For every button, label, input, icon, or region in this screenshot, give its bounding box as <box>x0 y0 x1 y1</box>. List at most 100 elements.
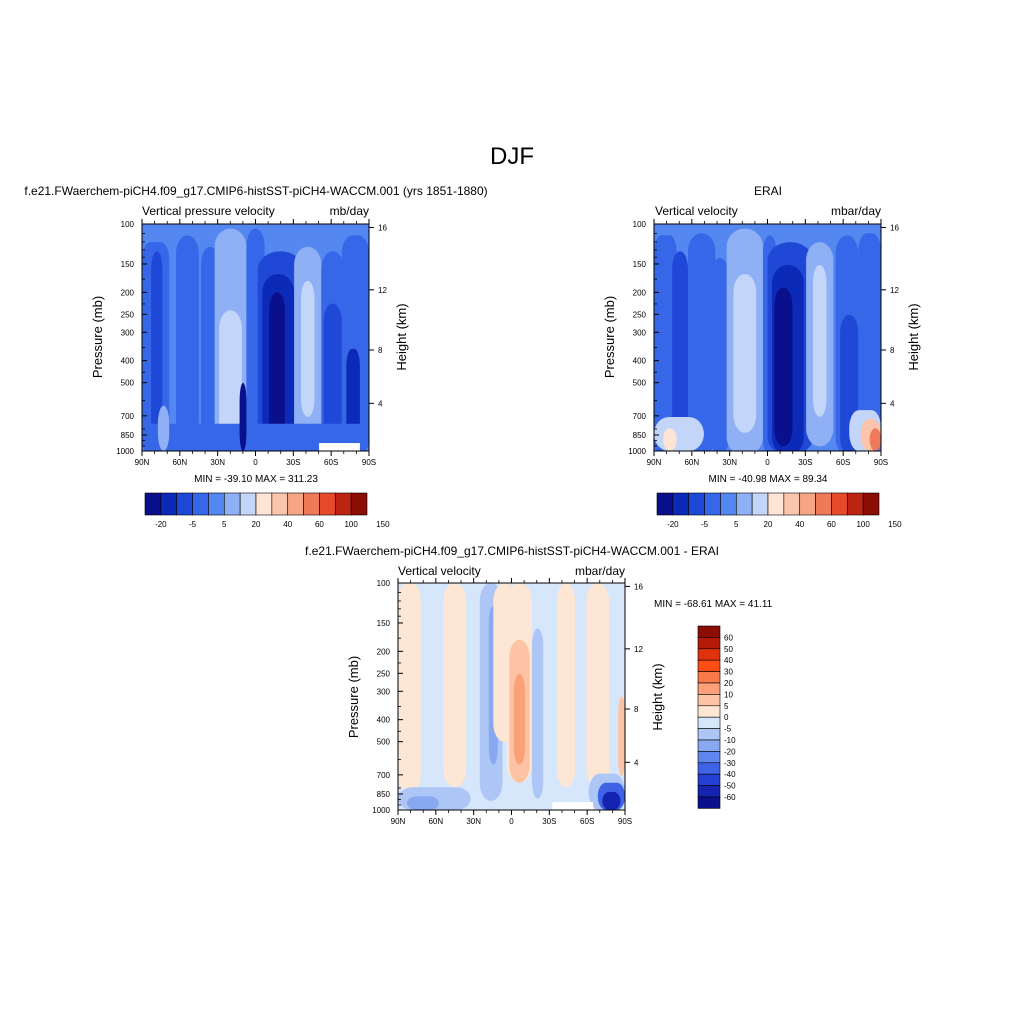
x-ticks: 90N 60N 30N 0 30S 60S 90S <box>391 578 632 826</box>
colorbar-box <box>697 705 721 718</box>
colorbar-box <box>697 648 721 661</box>
stats-text: MIN = -40.98 MAX = 89.34 <box>709 474 828 485</box>
colorbar-label: -5 <box>189 520 197 529</box>
colorbar-label: -60 <box>724 793 736 802</box>
x-tick-label: 90S <box>618 817 632 826</box>
contour-band <box>858 233 881 451</box>
colorbar-box <box>656 492 674 516</box>
colorbar-label: -50 <box>724 782 736 791</box>
y2-tick-label: 4 <box>890 399 895 408</box>
colorbar-label: 150 <box>376 520 390 529</box>
colorbar-box <box>697 694 721 707</box>
colorbar: -20 -5 5 20 40 60 100 150 <box>144 492 390 529</box>
contour-band <box>219 310 242 442</box>
contour-band <box>663 428 677 451</box>
colorbar-box <box>287 492 304 516</box>
panel-difference-units: mbar/day <box>575 564 625 578</box>
colorbar-box <box>697 671 721 684</box>
y2-ticks: 16 12 8 4 <box>625 582 643 767</box>
contour-band <box>513 673 526 765</box>
colorbar-label: -20 <box>667 520 679 529</box>
colorbar-label: 60 <box>724 633 733 642</box>
panel-model: f.e21.FWaerchem-piCH4.f09_g17.CMIP6-hist… <box>24 184 487 529</box>
colorbar-label: 30 <box>724 668 733 677</box>
colorbar-box <box>697 739 721 752</box>
colorbar-box <box>350 492 368 516</box>
missing-data <box>319 443 360 451</box>
colorbar-box <box>751 492 769 516</box>
y-tick-label: 100 <box>377 579 391 588</box>
colorbar-box <box>697 762 721 775</box>
colorbar-label: 150 <box>888 520 902 529</box>
colorbar-label: -40 <box>724 770 736 779</box>
colorbar-box <box>862 492 880 516</box>
colorbar-label: 5 <box>734 520 739 529</box>
colorbar-box <box>223 492 241 516</box>
y-tick-label: 150 <box>377 619 391 628</box>
colorbar-box <box>688 492 705 516</box>
y-ticks: 100 150 200 250 300 400 500 700 850 1000 <box>116 220 147 456</box>
x-tick-label: 30S <box>542 817 556 826</box>
colorbar-label: 10 <box>724 690 733 699</box>
x-tick-label: 60S <box>324 458 338 467</box>
colorbar-box <box>799 492 816 516</box>
colorbar-label: -5 <box>724 725 732 734</box>
contour-band <box>300 280 315 417</box>
y-tick-label: 300 <box>377 687 391 696</box>
panel-difference: f.e21.FWaerchem-piCH4.f09_g17.CMIP6-hist… <box>305 544 773 826</box>
y-tick-label: 300 <box>121 328 135 337</box>
colorbar-label: -20 <box>724 747 736 756</box>
y2-axis-label: Height (km) <box>650 663 665 730</box>
contour-band <box>269 292 286 451</box>
x-tick-label: 30S <box>286 458 300 467</box>
contour-field <box>398 583 625 810</box>
y-tick-label: 700 <box>121 412 135 421</box>
contour-band <box>157 405 170 451</box>
colorbar-box <box>720 492 737 516</box>
panel-model-units: mb/day <box>330 204 369 218</box>
contour-band <box>443 583 467 788</box>
x-tick-label: 60N <box>428 817 443 826</box>
contour-band <box>151 251 163 440</box>
y-tick-label: 100 <box>121 220 135 229</box>
y-tick-label: 100 <box>633 220 647 229</box>
y-axis-label: Pressure (mb) <box>90 296 105 378</box>
y-tick-label: 850 <box>121 431 135 440</box>
y2-tick-label: 12 <box>890 286 899 295</box>
y-tick-label: 1000 <box>628 447 646 456</box>
x-tick-label: 90N <box>391 817 406 826</box>
y-tick-label: 250 <box>377 669 391 678</box>
contour-band <box>654 235 677 451</box>
colorbar-box <box>697 785 721 798</box>
colorbar-box <box>255 492 273 516</box>
colorbar-box <box>208 492 225 516</box>
colorbar-box <box>815 492 832 516</box>
y-tick-label: 500 <box>377 738 391 747</box>
contour-band <box>733 273 757 433</box>
colorbar-box <box>704 492 721 516</box>
colorbar-box <box>697 659 721 672</box>
colorbar-label: 100 <box>856 520 870 529</box>
colorbar-box <box>697 796 721 809</box>
missing-data <box>552 802 594 810</box>
colorbar-box <box>846 492 864 516</box>
y-tick-label: 1000 <box>372 806 390 815</box>
y-tick-label: 200 <box>121 288 135 297</box>
contour-field <box>142 224 369 451</box>
y-tick-label: 200 <box>377 647 391 656</box>
y2-tick-label: 8 <box>890 346 895 355</box>
colorbar-box <box>334 492 352 516</box>
colorbar-box <box>697 716 721 729</box>
colorbar-box <box>144 492 162 516</box>
colorbar-label: 60 <box>827 520 836 529</box>
colorbar-label: 40 <box>795 520 804 529</box>
y2-tick-label: 4 <box>378 399 383 408</box>
colorbar-label: 20 <box>724 679 733 688</box>
stats-text: MIN = -39.10 MAX = 311.23 <box>194 474 318 485</box>
colorbar-label: 0 <box>724 713 729 722</box>
y-axis-label: Pressure (mb) <box>346 656 361 738</box>
contour-band <box>618 696 625 776</box>
x-tick-label: 60S <box>836 458 850 467</box>
colorbar-label: 60 <box>315 520 324 529</box>
